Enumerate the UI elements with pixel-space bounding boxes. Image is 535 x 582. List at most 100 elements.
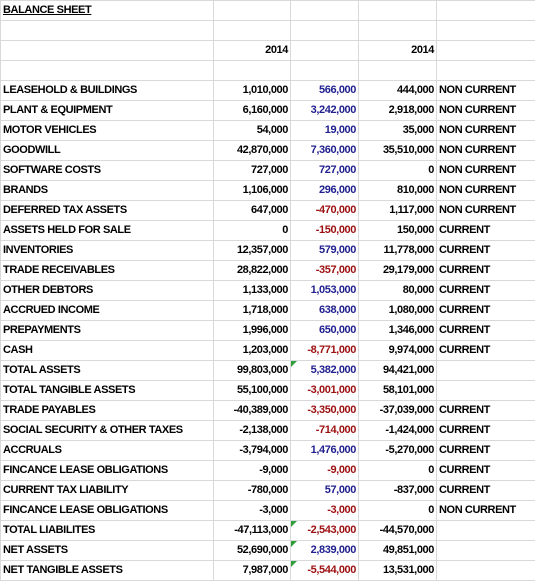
- cell[interactable]: 727,000: [290, 160, 359, 181]
- cell[interactable]: 29,179,000: [358, 260, 437, 281]
- cell[interactable]: 54,000: [213, 120, 291, 141]
- cell[interactable]: 11,778,000: [358, 240, 437, 261]
- cell[interactable]: PREPAYMENTS: [0, 320, 214, 341]
- cell[interactable]: -3,794,000: [213, 440, 291, 461]
- cell[interactable]: FINCANCE LEASE OBLIGATIONS: [0, 460, 214, 481]
- cell[interactable]: 1,476,000: [290, 440, 359, 461]
- cell[interactable]: 3,242,000: [290, 100, 359, 121]
- cell[interactable]: -2,543,000: [290, 520, 359, 541]
- cell[interactable]: -780,000: [213, 480, 291, 501]
- cell[interactable]: -357,000: [290, 260, 359, 281]
- cell[interactable]: CURRENT: [436, 260, 535, 281]
- cell[interactable]: 28,822,000: [213, 260, 291, 281]
- cell[interactable]: 1,010,000: [213, 80, 291, 101]
- cell[interactable]: [0, 60, 214, 81]
- cell[interactable]: 12,357,000: [213, 240, 291, 261]
- cell[interactable]: PLANT & EQUIPMENT: [0, 100, 214, 121]
- cell[interactable]: -150,000: [290, 220, 359, 241]
- cell[interactable]: CURRENT: [436, 340, 535, 361]
- cell[interactable]: [436, 360, 535, 381]
- cell[interactable]: CURRENT: [436, 280, 535, 301]
- cell[interactable]: -3,000: [213, 500, 291, 521]
- cell[interactable]: [436, 20, 535, 41]
- cell[interactable]: 2,839,000: [290, 540, 359, 561]
- cell[interactable]: NON CURRENT: [436, 200, 535, 221]
- cell[interactable]: 55,100,000: [213, 380, 291, 401]
- cell[interactable]: -8,771,000: [290, 340, 359, 361]
- cell[interactable]: CURRENT: [436, 320, 535, 341]
- cell[interactable]: GOODWILL: [0, 140, 214, 161]
- cell[interactable]: 6,160,000: [213, 100, 291, 121]
- cell[interactable]: TRADE RECEIVABLES: [0, 260, 214, 281]
- cell[interactable]: 1,718,000: [213, 300, 291, 321]
- cell[interactable]: CASH: [0, 340, 214, 361]
- cell[interactable]: CURRENT: [436, 220, 535, 241]
- cell[interactable]: TOTAL ASSETS: [0, 360, 214, 381]
- cell[interactable]: 647,000: [213, 200, 291, 221]
- cell[interactable]: FINCANCE LEASE OBLIGATIONS: [0, 500, 214, 521]
- cell[interactable]: [436, 520, 535, 541]
- cell[interactable]: -40,389,000: [213, 400, 291, 421]
- cell[interactable]: 94,421,000: [358, 360, 437, 381]
- cell[interactable]: [290, 60, 359, 81]
- cell[interactable]: 1,203,000: [213, 340, 291, 361]
- cell[interactable]: -3,350,000: [290, 400, 359, 421]
- cell[interactable]: 150,000: [358, 220, 437, 241]
- cell[interactable]: NET TANGIBLE ASSETS: [0, 560, 214, 581]
- cell[interactable]: 7,987,000: [213, 560, 291, 581]
- cell[interactable]: 2014: [358, 40, 437, 61]
- cell[interactable]: 58,101,000: [358, 380, 437, 401]
- cell[interactable]: [0, 20, 214, 41]
- cell[interactable]: SOCIAL SECURITY & OTHER TAXES: [0, 420, 214, 441]
- cell[interactable]: 13,531,000: [358, 560, 437, 581]
- cell[interactable]: NON CURRENT: [436, 140, 535, 161]
- cell[interactable]: [358, 20, 437, 41]
- cell[interactable]: [436, 560, 535, 581]
- cell[interactable]: LEASEHOLD & BUILDINGS: [0, 80, 214, 101]
- cell[interactable]: [436, 380, 535, 401]
- cell[interactable]: -5,270,000: [358, 440, 437, 461]
- cell[interactable]: NON CURRENT: [436, 100, 535, 121]
- cell[interactable]: NON CURRENT: [436, 80, 535, 101]
- cell[interactable]: 0: [358, 460, 437, 481]
- cell[interactable]: CURRENT TAX LIABILITY: [0, 480, 214, 501]
- cell[interactable]: 727,000: [213, 160, 291, 181]
- cell[interactable]: CURRENT: [436, 460, 535, 481]
- cell[interactable]: 57,000: [290, 480, 359, 501]
- cell[interactable]: [290, 40, 359, 61]
- cell[interactable]: MOTOR VEHICLES: [0, 120, 214, 141]
- cell[interactable]: BRANDS: [0, 180, 214, 201]
- cell[interactable]: 42,870,000: [213, 140, 291, 161]
- cell[interactable]: NON CURRENT: [436, 120, 535, 141]
- cell[interactable]: [213, 60, 291, 81]
- cell[interactable]: ACCRUED INCOME: [0, 300, 214, 321]
- cell[interactable]: 1,133,000: [213, 280, 291, 301]
- cell[interactable]: -37,039,000: [358, 400, 437, 421]
- cell[interactable]: 9,974,000: [358, 340, 437, 361]
- cell[interactable]: DEFERRED TAX ASSETS: [0, 200, 214, 221]
- cell[interactable]: -2,138,000: [213, 420, 291, 441]
- cell[interactable]: -1,424,000: [358, 420, 437, 441]
- cell[interactable]: 35,000: [358, 120, 437, 141]
- cell[interactable]: 0: [213, 220, 291, 241]
- cell[interactable]: [436, 0, 535, 21]
- cell[interactable]: TOTAL LIABILITES: [0, 520, 214, 541]
- cell[interactable]: 2,918,000: [358, 100, 437, 121]
- cell[interactable]: 650,000: [290, 320, 359, 341]
- cell[interactable]: -837,000: [358, 480, 437, 501]
- cell[interactable]: 810,000: [358, 180, 437, 201]
- cell[interactable]: 1,106,000: [213, 180, 291, 201]
- cell[interactable]: -9,000: [290, 460, 359, 481]
- cell[interactable]: 1,346,000: [358, 320, 437, 341]
- cell[interactable]: CURRENT: [436, 440, 535, 461]
- cell[interactable]: 52,690,000: [213, 540, 291, 561]
- cell[interactable]: NON CURRENT: [436, 180, 535, 201]
- cell[interactable]: [290, 20, 359, 41]
- cell[interactable]: NET ASSETS: [0, 540, 214, 561]
- cell[interactable]: CURRENT: [436, 300, 535, 321]
- cell[interactable]: 49,851,000: [358, 540, 437, 561]
- cell[interactable]: BALANCE SHEET: [0, 0, 214, 21]
- cell[interactable]: 638,000: [290, 300, 359, 321]
- cell[interactable]: [358, 60, 437, 81]
- cell[interactable]: 579,000: [290, 240, 359, 261]
